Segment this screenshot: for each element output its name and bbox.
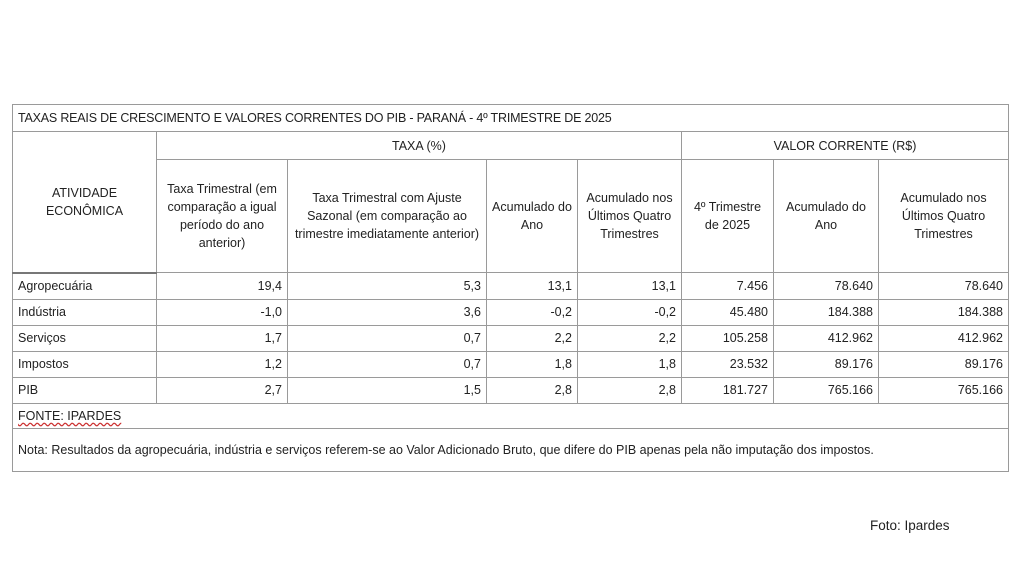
note-text: Nota: Resultados da agropecuária, indúst… bbox=[12, 427, 1009, 472]
table-cell: 2,2 bbox=[577, 324, 682, 352]
source-text: FONTE: IPARDES bbox=[12, 402, 1009, 429]
table-cell: 7.456 bbox=[681, 272, 774, 300]
table-cell: 2,8 bbox=[577, 376, 682, 404]
table-cell: 2,8 bbox=[486, 376, 578, 404]
table-row: PIB 2,7 1,5 2,8 2,8 181.727 765.166 765.166 bbox=[12, 376, 1009, 404]
table-cell: 3,6 bbox=[287, 298, 487, 326]
table-cell: 105.258 bbox=[681, 324, 774, 352]
column-header: Acumulado do Ano bbox=[486, 159, 578, 273]
table-cell: 0,7 bbox=[287, 324, 487, 352]
table-cell: -1,0 bbox=[156, 298, 288, 326]
row-label: Serviços bbox=[12, 324, 157, 352]
table-cell: 89.176 bbox=[878, 350, 1009, 378]
row-label: PIB bbox=[12, 376, 157, 404]
column-header: Acumulado nos Últimos Quatro Trimestres bbox=[577, 159, 682, 273]
table-cell: 2,2 bbox=[486, 324, 578, 352]
table-cell: 2,7 bbox=[156, 376, 288, 404]
row-label: Indústria bbox=[12, 298, 157, 326]
table-cell: 412.962 bbox=[773, 324, 879, 352]
table-row: Indústria -1,0 3,6 -0,2 -0,2 45.480 184.388 184… bbox=[12, 298, 1009, 326]
table-cell: -0,2 bbox=[486, 298, 578, 326]
table-cell: 13,1 bbox=[577, 272, 682, 300]
table-cell: 1,7 bbox=[156, 324, 288, 352]
table-cell: 45.480 bbox=[681, 298, 774, 326]
table-cell: 13,1 bbox=[486, 272, 578, 300]
table-cell: 184.388 bbox=[878, 298, 1009, 326]
table-cell: 765.166 bbox=[878, 376, 1009, 404]
column-header: Acumulado do Ano bbox=[773, 159, 879, 273]
table-cell: 23.532 bbox=[681, 350, 774, 378]
table-title: TAXAS REAIS DE CRESCIMENTO E VALORES COR… bbox=[12, 104, 1009, 132]
table-cell: 89.176 bbox=[773, 350, 879, 378]
table-cell: 0,7 bbox=[287, 350, 487, 378]
activity-header: ATIVIDADE ECONÔMICA bbox=[12, 131, 157, 274]
table-cell: 78.640 bbox=[878, 272, 1009, 300]
column-header: 4º Trimestre de 2025 bbox=[681, 159, 774, 273]
row-label: Impostos bbox=[12, 350, 157, 378]
table-cell: 1,2 bbox=[156, 350, 288, 378]
table-cell: 184.388 bbox=[773, 298, 879, 326]
photo-credit: Foto: Ipardes bbox=[870, 518, 950, 533]
table-cell: -0,2 bbox=[577, 298, 682, 326]
table-cell: 412.962 bbox=[878, 324, 1009, 352]
table-cell: 19,4 bbox=[156, 272, 288, 300]
column-header: Taxa Trimestral (em comparação a igual p… bbox=[156, 159, 288, 273]
table-cell: 181.727 bbox=[681, 376, 774, 404]
table-row: Serviços 1,7 0,7 2,2 2,2 105.258 412.962 412.96… bbox=[12, 324, 1009, 352]
table-cell: 765.166 bbox=[773, 376, 879, 404]
column-header: Taxa Trimestral com Ajuste Sazonal (em c… bbox=[287, 159, 487, 273]
valor-header: VALOR CORRENTE (R$) bbox=[681, 131, 1009, 160]
table-cell: 5,3 bbox=[287, 272, 487, 300]
table-row: Agropecuária 19,4 5,3 13,1 13,1 7.456 78.640 78… bbox=[12, 272, 1009, 300]
table-row: Impostos 1,2 0,7 1,8 1,8 23.532 89.176 89.176 bbox=[12, 350, 1009, 378]
gdp-table: TAXAS REAIS DE CRESCIMENTO E VALORES COR… bbox=[12, 104, 1009, 472]
column-header: Acumulado nos Últimos Quatro Trimestres bbox=[878, 159, 1009, 273]
table-cell: 78.640 bbox=[773, 272, 879, 300]
taxa-header: TAXA (%) bbox=[156, 131, 682, 160]
row-label: Agropecuária bbox=[12, 272, 157, 300]
table-cell: 1,8 bbox=[486, 350, 578, 378]
table-cell: 1,8 bbox=[577, 350, 682, 378]
table-cell: 1,5 bbox=[287, 376, 487, 404]
